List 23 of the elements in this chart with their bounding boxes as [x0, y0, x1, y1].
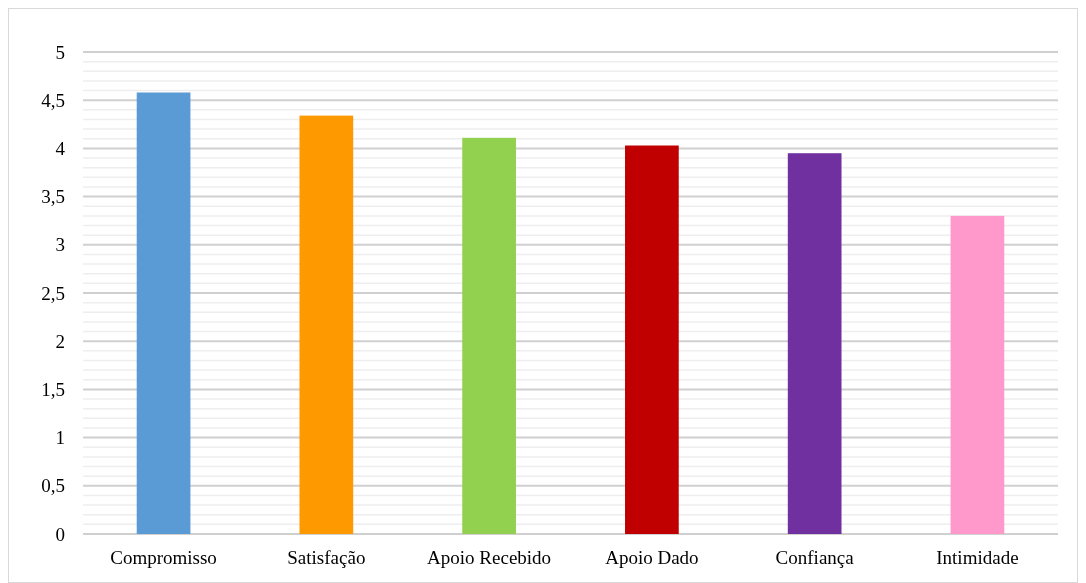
x-tick-label: Satisfação — [287, 547, 366, 568]
y-tick-label: 5 — [55, 41, 65, 63]
x-tick-label: Compromisso — [110, 547, 217, 568]
bar — [299, 115, 354, 534]
x-tick-label: Intimidade — [936, 547, 1019, 568]
x-tick-label: Apoio Dado — [605, 547, 699, 568]
y-tick-label: 2 — [55, 330, 65, 352]
bar — [787, 153, 842, 534]
bar — [950, 215, 1005, 534]
y-tick-label: 3,5 — [41, 186, 65, 208]
bar — [462, 137, 516, 534]
x-tick-label: Confiança — [775, 547, 855, 568]
y-tick-label: 4 — [55, 138, 66, 160]
y-tick-label: 0,5 — [41, 475, 65, 497]
x-tick-label: Apoio Recebido — [427, 547, 552, 568]
y-tick-label: 3 — [55, 234, 65, 256]
y-tick-label: 0 — [55, 523, 65, 545]
y-tick-label: 1 — [55, 427, 65, 449]
y-tick-label: 4,5 — [41, 89, 65, 111]
bar — [625, 145, 679, 534]
y-tick-label: 1,5 — [41, 379, 65, 401]
y-tick-label: 2,5 — [41, 282, 65, 304]
bar — [136, 92, 191, 534]
